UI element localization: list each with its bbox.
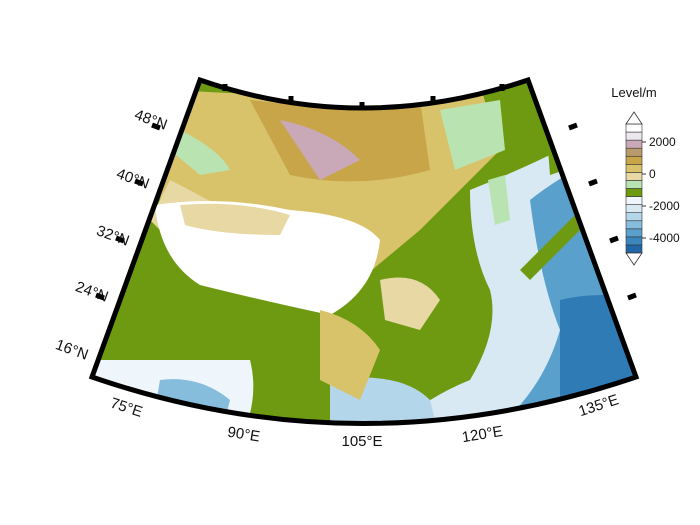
colorbar-segment bbox=[625, 196, 643, 205]
colorbar-segment bbox=[625, 139, 643, 149]
lat-label-48: 48°N bbox=[132, 106, 169, 133]
colorbar-segment bbox=[625, 220, 643, 230]
colorbar-segment bbox=[625, 147, 643, 157]
legend-title: Level/m bbox=[611, 85, 657, 100]
lat-label-16: 16°N bbox=[53, 336, 90, 363]
colorbar-segment bbox=[625, 155, 643, 165]
lat-label-40: 40°N bbox=[114, 165, 151, 192]
lon-label-90: 90°E bbox=[226, 424, 261, 446]
colorbar-segment bbox=[625, 188, 643, 197]
legend-tick-2000: 2000 bbox=[649, 135, 676, 149]
colorbar-top-arrow bbox=[625, 111, 643, 125]
lon-label-105: 105°E bbox=[341, 433, 382, 450]
lon-label-120: 120°E bbox=[461, 423, 504, 446]
lat-label-32: 32°N bbox=[94, 222, 131, 249]
colorbar-segment bbox=[625, 123, 643, 133]
legend-tick-0: 0 bbox=[649, 167, 656, 181]
colorbar-segment bbox=[625, 131, 643, 141]
colorbar-segment bbox=[625, 172, 643, 181]
colorbar-legend: Level/m 2000 0 -2000 -4000 bbox=[611, 85, 680, 266]
colorbar-segment bbox=[625, 180, 643, 189]
colorbar-segment bbox=[625, 236, 643, 246]
map-frame bbox=[88, 76, 640, 426]
frame-ticks bbox=[95, 84, 637, 301]
lat-label-24: 24°N bbox=[73, 278, 110, 305]
colorbar-segment bbox=[625, 164, 643, 173]
colorbar-segment bbox=[625, 244, 643, 254]
lon-label-75: 75°E bbox=[108, 395, 144, 421]
colorbar-segment bbox=[625, 212, 643, 222]
colorbar-bottom-arrow bbox=[625, 252, 643, 266]
legend-tick-neg2000: -2000 bbox=[649, 199, 680, 213]
colorbar-segment bbox=[625, 228, 643, 238]
legend-tick-neg4000: -4000 bbox=[649, 231, 680, 245]
colorbar-segment bbox=[625, 204, 643, 213]
